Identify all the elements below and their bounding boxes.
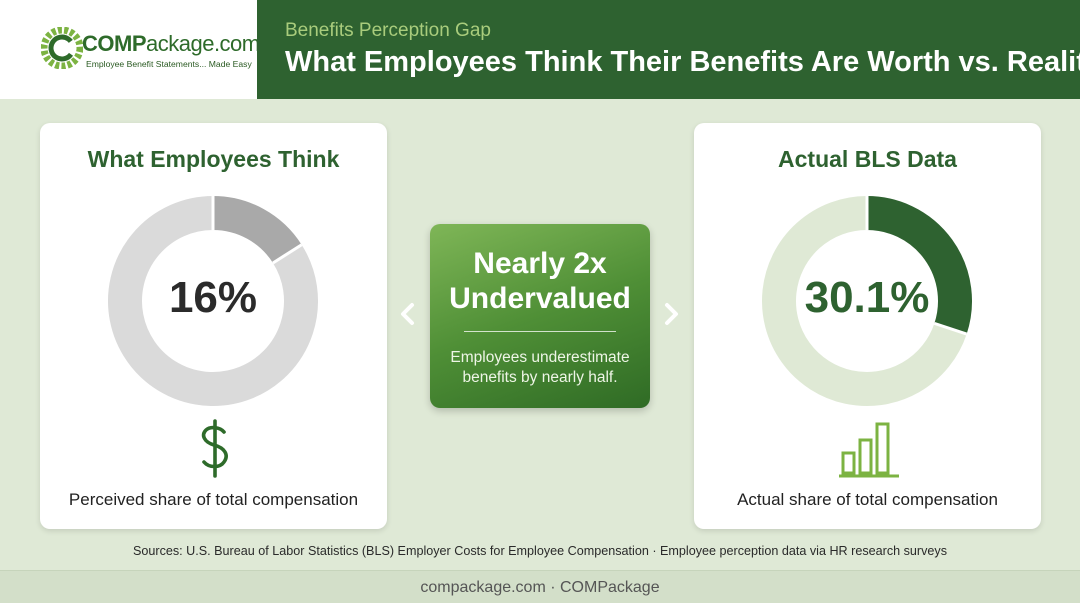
callout-headline-line1: Nearly 2x bbox=[473, 247, 607, 280]
footer-text[interactable]: compackage.com · COMPackage bbox=[420, 579, 660, 596]
actual-card-title: Actual BLS Data bbox=[778, 146, 957, 172]
chevron-left-icon bbox=[401, 303, 414, 325]
header: COMPackage.com® Employee Benefit Stateme… bbox=[0, 0, 1080, 99]
actual-slice-0 bbox=[866, 196, 972, 335]
logo[interactable]: COMPackage.com® Employee Benefit Stateme… bbox=[0, 0, 266, 99]
eyebrow-title: Benefits Perception Gap bbox=[285, 20, 491, 41]
logo-tagline: Employee Benefit Statements... Made Easy bbox=[86, 59, 252, 69]
callout-subtext: Employees underestimate benefits by near… bbox=[430, 348, 650, 388]
sources-note: Sources: U.S. Bureau of Labor Statistics… bbox=[132, 544, 948, 558]
actual-slice-1 bbox=[762, 196, 967, 406]
actual-slice-separator-1 bbox=[933, 321, 968, 336]
actual-card: Actual BLS Data 30.1% Actual share of to… bbox=[694, 123, 1041, 529]
perceived-caption: Perceived share of total compensation bbox=[68, 490, 359, 509]
perceived-slice-separator-1 bbox=[272, 243, 303, 265]
perceived-slice-1 bbox=[108, 196, 318, 406]
bar-chart-icon bbox=[839, 422, 899, 478]
callout-divider bbox=[464, 331, 616, 332]
callout-headline-line2: Undervalued bbox=[449, 282, 631, 315]
perceived-card-title: What Employees Think bbox=[87, 146, 340, 172]
callout-sub-line1: Employees underestimate bbox=[450, 349, 630, 366]
logo-wordmark: COMPackage.com® bbox=[82, 31, 266, 56]
gap-callout: Nearly 2x Undervalued Employees underest… bbox=[430, 224, 650, 408]
page-title: What Employees Think Their Benefits Are … bbox=[285, 46, 1080, 78]
chevron-right-icon bbox=[665, 303, 678, 325]
dollar-sign-icon bbox=[201, 419, 228, 478]
logo-c-icon bbox=[41, 27, 83, 69]
footer: compackage.com · COMPackage bbox=[0, 570, 1080, 603]
callout-headline: Nearly 2x Undervalued bbox=[430, 246, 650, 316]
actual-caption: Actual share of total compensation bbox=[737, 490, 998, 509]
perceived-card: What Employees Think 16% Perceived share… bbox=[40, 123, 387, 529]
actual-value: 30.1% bbox=[804, 273, 930, 322]
perceived-donut-chart bbox=[108, 196, 318, 406]
callout-sub-line2: benefits by nearly half. bbox=[462, 369, 618, 386]
perceived-slice-0 bbox=[212, 196, 302, 264]
actual-donut-chart bbox=[762, 196, 972, 406]
title-bar: Benefits Perception Gap What Employees T… bbox=[257, 0, 1080, 99]
perceived-value: 16% bbox=[168, 273, 258, 322]
